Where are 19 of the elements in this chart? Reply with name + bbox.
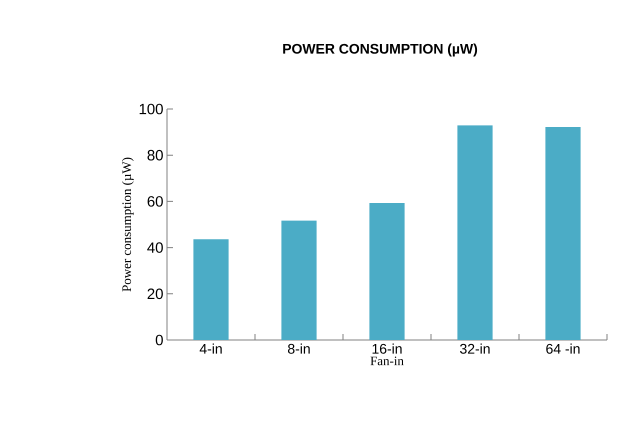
y-axis-title: Power consumption (µW): [122, 158, 134, 292]
bar: [545, 127, 581, 340]
y-tick-label: 20: [148, 288, 163, 300]
bar: [369, 203, 405, 340]
bar: [457, 125, 493, 340]
x-tick-label: 8-in: [288, 344, 310, 354]
y-tick-label: 40: [147, 242, 163, 253]
x-tick-label: 16-in: [372, 344, 402, 354]
x-tick-label: 32-in: [460, 344, 490, 354]
y-tick-label: 100: [140, 104, 163, 114]
bar: [193, 239, 229, 340]
y-tick-label: 0: [156, 334, 163, 346]
chart-title: POWER CONSUMPTION (µW): [283, 43, 478, 57]
y-tick-label: 60: [148, 196, 163, 207]
x-axis-title: Fan-in: [370, 356, 404, 366]
y-tick-label: 80: [148, 150, 163, 160]
bar: [281, 220, 317, 340]
x-tick-label: 4-in: [200, 344, 222, 354]
x-tick-label: 64 -in: [546, 344, 580, 354]
